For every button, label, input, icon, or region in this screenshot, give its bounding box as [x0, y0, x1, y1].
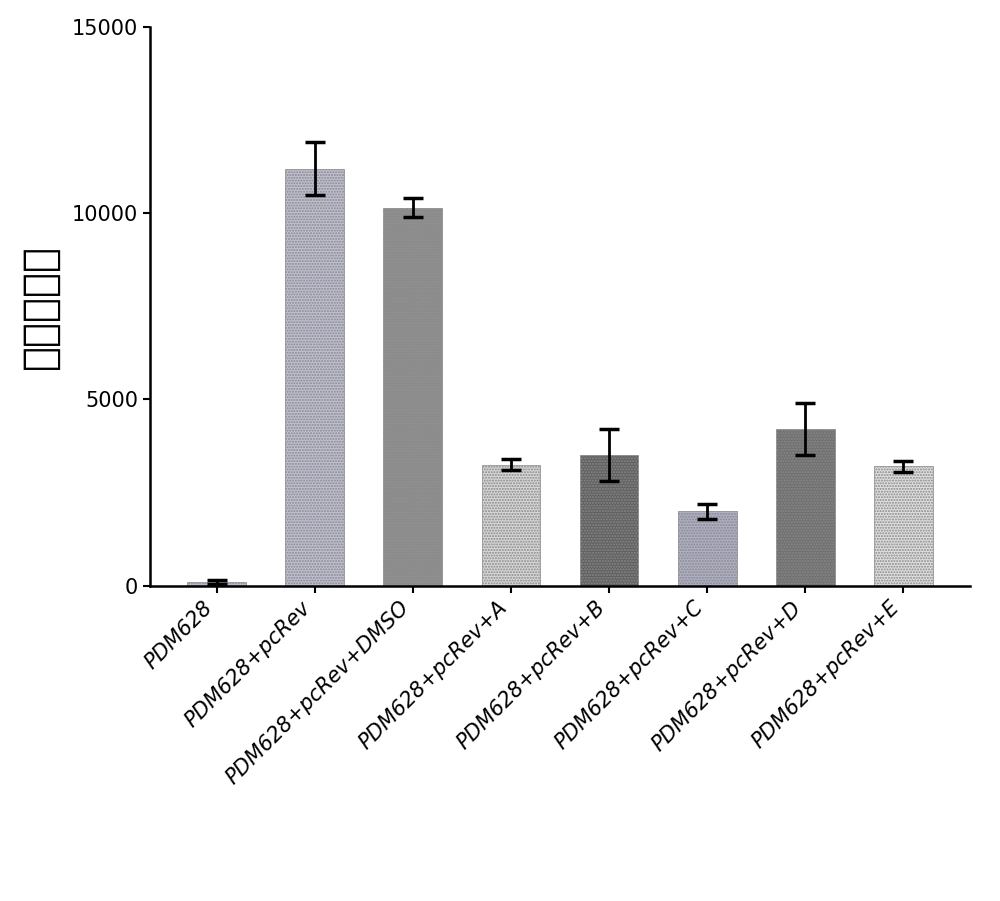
Y-axis label: 荧光醂读数: 荧光醂读数 — [19, 244, 61, 369]
Bar — [580, 455, 638, 586]
Bar — [285, 168, 344, 586]
Bar — [187, 582, 246, 586]
Bar — [482, 465, 540, 586]
Bar — [776, 429, 835, 586]
Bar — [383, 207, 442, 586]
Bar — [678, 511, 737, 586]
Bar — [874, 467, 933, 586]
